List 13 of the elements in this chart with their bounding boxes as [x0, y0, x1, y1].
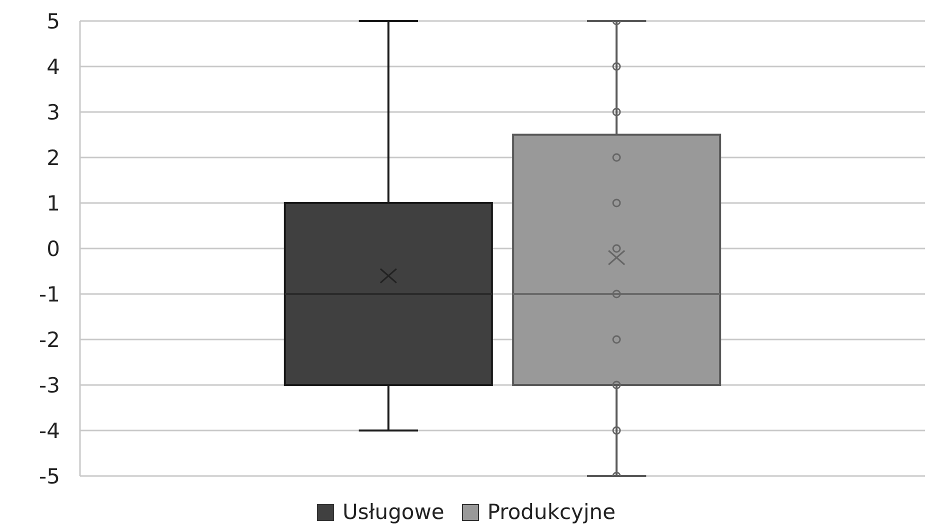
legend-label: Produkcyjne	[487, 500, 616, 524]
y-tick-label: 2	[46, 146, 60, 170]
y-tick-label: 3	[46, 100, 60, 124]
y-tick-label: -4	[39, 418, 60, 443]
y-tick-label: 5	[46, 9, 60, 34]
y-tick-label: -5	[39, 464, 60, 488]
legend-label: Usługowe	[342, 500, 444, 524]
y-tick-label: -1	[39, 282, 60, 306]
y-tick-label: 4	[46, 54, 60, 79]
y-tick-label: -2	[39, 328, 60, 352]
y-tick-label: -3	[39, 373, 60, 398]
y-tick-label: 1	[46, 191, 60, 216]
y-tick-label: 0	[46, 236, 60, 261]
